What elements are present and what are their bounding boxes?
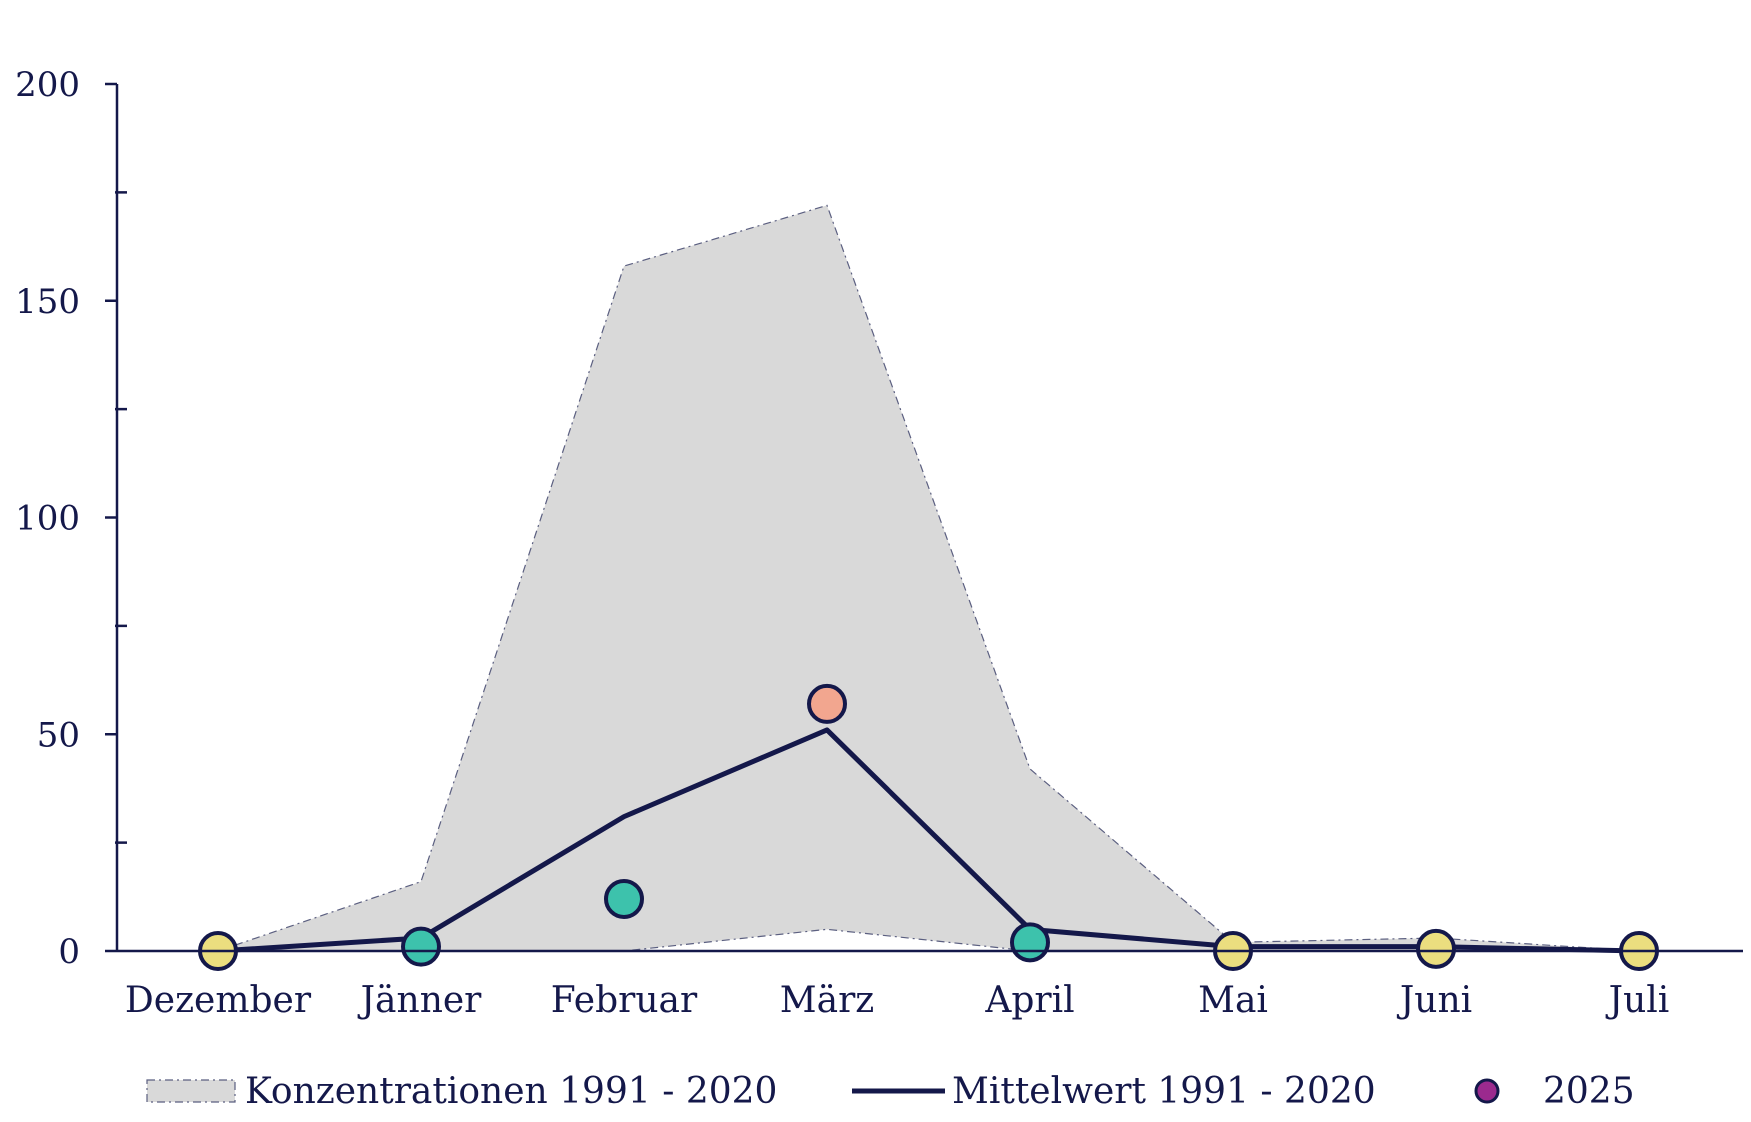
plot-area — [198, 204, 1659, 971]
y-axis: 0 50 100 150 200 — [15, 65, 127, 972]
point-2025 — [604, 878, 644, 919]
band-area — [217, 204, 1640, 952]
point-2025 — [401, 926, 441, 967]
x-tick-label: Dezember — [125, 980, 312, 1021]
x-axis: Dezember Jänner Februar März April Mai Juni Jul… — [117, 949, 1743, 1021]
y-tick-label: 0 — [58, 932, 80, 972]
x-tick-label: April — [984, 980, 1074, 1021]
x-tick-label: Februar — [551, 980, 698, 1021]
y-tick-label: 200 — [15, 65, 80, 105]
x-tick-label: Mai — [1198, 980, 1268, 1021]
y-tick-label: 150 — [15, 282, 80, 322]
point-2025 — [1416, 928, 1456, 969]
legend-band-swatch — [146, 1079, 236, 1103]
x-tick-label: Juni — [1396, 980, 1472, 1021]
legend: Konzentrationen 1991 - 2020 Mittelwert 19… — [146, 1071, 1635, 1112]
x-tick-label: Juli — [1605, 980, 1670, 1021]
point-2025 — [807, 683, 847, 724]
y-tick-label: 100 — [15, 499, 80, 539]
x-tick-label: März — [780, 980, 875, 1021]
legend-label: Mittelwert 1991 - 2020 — [952, 1071, 1376, 1112]
legend-label: Konzentrationen 1991 - 2020 — [245, 1071, 777, 1112]
x-tick-label: Jänner — [357, 980, 483, 1021]
point-2025 — [1010, 922, 1050, 963]
mean-line — [217, 727, 1640, 954]
legend-point-swatch — [1474, 1078, 1500, 1104]
legend-label: 2025 — [1543, 1071, 1635, 1112]
y-tick-label: 50 — [37, 715, 80, 755]
